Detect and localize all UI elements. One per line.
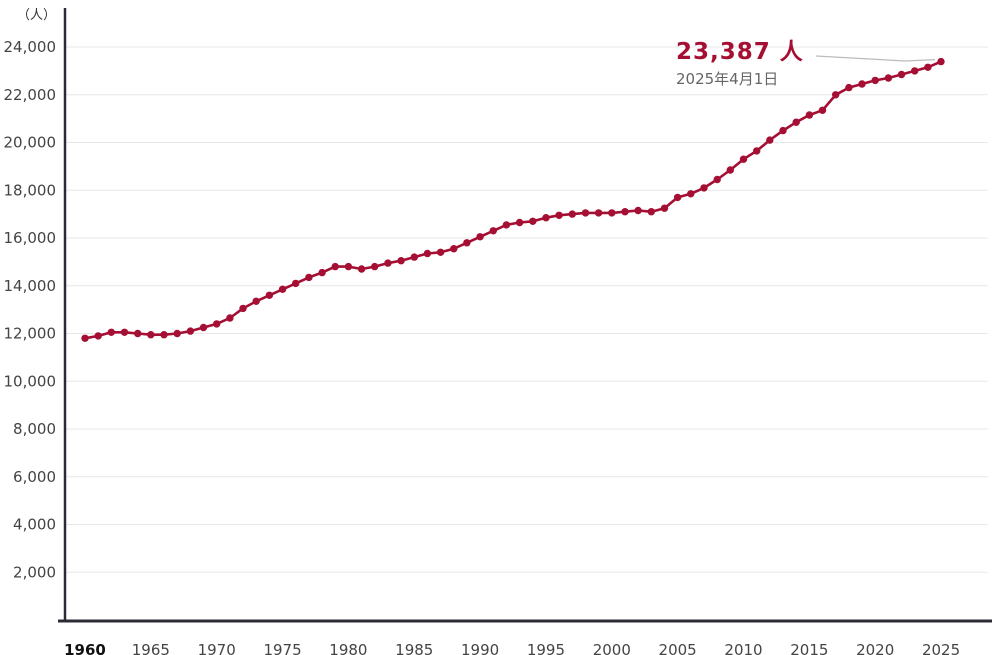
x-axis-tick-label: 1960: [64, 641, 106, 655]
data-point: [884, 74, 893, 82]
data-point: [239, 304, 247, 313]
y-axis-tick-label: 10,000: [4, 372, 57, 390]
data-point: [371, 262, 379, 271]
x-axis-tick-label: 1970: [198, 641, 236, 655]
data-point: [147, 331, 155, 339]
data-point: [634, 206, 642, 215]
data-point: [107, 328, 116, 336]
data-point: [344, 262, 353, 271]
x-axis-tick-label: 2010: [724, 641, 762, 655]
y-axis-tick-label: 14,000: [4, 277, 57, 295]
data-point: [700, 184, 708, 192]
data-point: [726, 166, 734, 174]
x-axis-tick-label: 1990: [461, 641, 499, 655]
data-point: [845, 83, 853, 92]
data-point: [568, 210, 576, 218]
data-point: [832, 91, 840, 99]
data-point: [818, 106, 827, 115]
x-axis-tick-label: 1980: [329, 641, 367, 655]
data-point: [555, 211, 563, 219]
x-axis-tick-label: 2020: [856, 641, 894, 655]
data-point: [292, 279, 300, 288]
data-point: [120, 328, 129, 336]
data-point: [805, 111, 814, 119]
x-axis-tick-label: 1965: [132, 641, 170, 655]
y-axis-tick-label: 6,000: [13, 468, 56, 486]
data-point: [436, 248, 445, 256]
population-series-line: [83, 60, 943, 340]
data-point: [529, 217, 537, 225]
data-point: [489, 227, 497, 235]
data-point: [687, 190, 695, 198]
data-point: [463, 239, 471, 247]
data-point: [911, 67, 919, 75]
data-point: [739, 155, 748, 163]
data-point: [937, 57, 945, 66]
annotation-leader-line: [815, 55, 936, 62]
data-point: [94, 332, 102, 340]
data-point: [713, 175, 721, 184]
data-point: [515, 218, 524, 227]
data-point: [213, 320, 221, 328]
y-axis-unit-label: （人）: [17, 8, 56, 23]
data-point: [858, 80, 866, 88]
data-point: [621, 208, 629, 216]
x-axis-tick-label: 1995: [527, 641, 565, 655]
data-point: [897, 70, 906, 79]
data-point: [753, 147, 761, 155]
data-point: [357, 265, 366, 273]
data-point: [581, 209, 590, 217]
data-point: [384, 259, 392, 267]
data-point: [305, 273, 313, 282]
data-point: [542, 214, 550, 222]
x-axis-tick-label: 1985: [395, 641, 433, 655]
data-point: [766, 136, 774, 144]
x-axis-tick-label: 2005: [659, 641, 697, 655]
data-point: [871, 76, 879, 85]
data-point: [265, 291, 274, 299]
y-axis-tick-label: 16,000: [4, 229, 57, 247]
y-axis-tick-label: 8,000: [13, 420, 56, 438]
data-point: [779, 126, 787, 135]
data-point: [186, 327, 195, 335]
x-axis-tick-label: 1975: [263, 641, 301, 655]
data-point: [252, 297, 260, 305]
data-point: [81, 334, 89, 342]
data-point: [476, 233, 484, 241]
data-point: [924, 63, 932, 71]
data-point: [660, 204, 669, 212]
y-axis-tick-label: 18,000: [4, 181, 57, 199]
data-point: [792, 118, 800, 126]
data-point: [318, 268, 326, 277]
data-point: [608, 209, 616, 217]
data-point: [673, 193, 682, 202]
data-point: [647, 208, 655, 216]
y-axis-tick-label: 22,000: [4, 86, 57, 104]
data-point: [173, 329, 181, 338]
data-point: [502, 221, 511, 229]
x-axis-tick-label: 2015: [790, 641, 828, 655]
data-point: [160, 331, 168, 339]
data-point: [423, 249, 432, 258]
y-axis-tick-label: 2,000: [13, 563, 56, 581]
data-point: [331, 262, 339, 271]
data-point: [397, 257, 405, 265]
x-axis-tick-label: 2025: [922, 641, 960, 655]
y-axis-tick-label: 24,000: [4, 38, 57, 56]
y-axis-tick-label: 4,000: [13, 516, 56, 534]
y-axis-tick-label: 12,000: [4, 325, 57, 343]
data-point: [226, 314, 234, 322]
data-point: [450, 245, 458, 253]
data-point: [410, 253, 418, 261]
data-point: [278, 285, 287, 293]
data-point: [199, 323, 208, 332]
x-axis-tick-label: 2000: [593, 641, 631, 655]
data-point: [134, 329, 142, 338]
data-point: [594, 209, 603, 217]
y-axis-tick-label: 20,000: [4, 134, 57, 152]
